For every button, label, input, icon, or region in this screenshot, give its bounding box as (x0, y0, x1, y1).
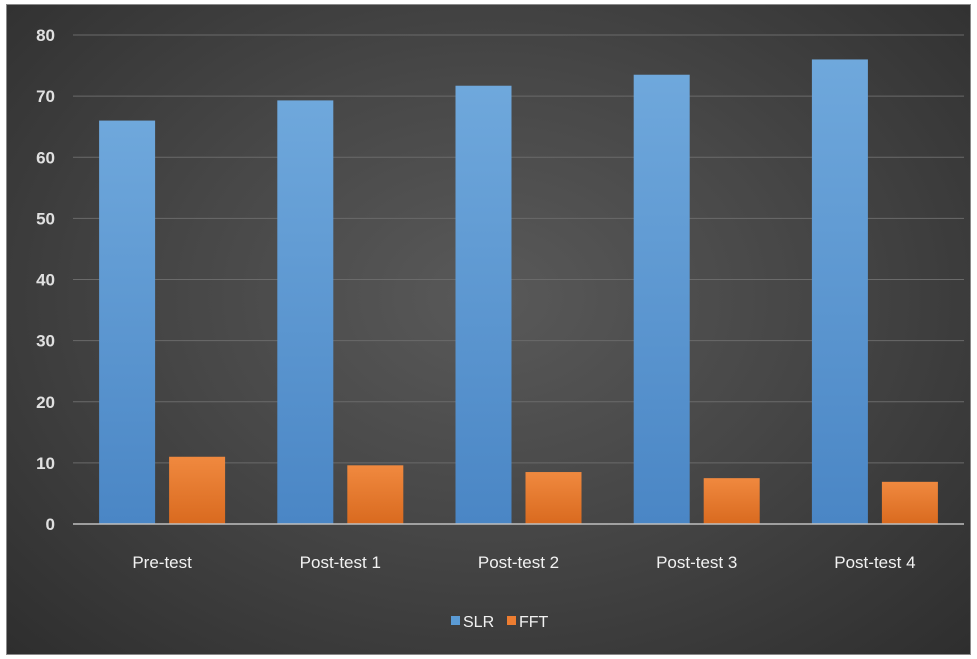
bar-slr-4 (811, 59, 868, 524)
y-tick-label: 10 (36, 454, 55, 473)
y-tick-label: 50 (36, 209, 55, 228)
y-tick-label: 60 (36, 148, 55, 167)
x-category-label: Pre-test (132, 553, 192, 572)
bar-slr-3 (633, 74, 690, 524)
y-tick-label: 0 (46, 515, 55, 534)
bar-slr-2 (455, 85, 512, 524)
legend-label-slr: SLR (463, 614, 494, 631)
y-tick-label: 40 (36, 271, 55, 290)
bar-chart: 0 10 20 30 40 50 60 70 80 Pre-test Post-test 1 Post… (36, 26, 964, 631)
y-tick-label: 80 (36, 26, 55, 45)
legend-swatch-slr (451, 616, 460, 625)
legend-label-fft: FFT (519, 614, 549, 631)
x-category-label: Post-test 3 (656, 553, 737, 572)
bar-fft-4 (881, 481, 938, 524)
x-category-label: Post-test 2 (478, 553, 559, 572)
y-tick-label: 20 (36, 393, 55, 412)
y-tick-label: 70 (36, 87, 55, 106)
bar-slr-1 (277, 100, 334, 524)
y-tick-label: 30 (36, 332, 55, 351)
x-category-label: Post-test 1 (300, 553, 381, 572)
bar-slr-0 (99, 120, 156, 524)
bar-fft-3 (703, 478, 760, 524)
bar-fft-2 (525, 472, 582, 524)
bar-fft-1 (347, 465, 404, 524)
bar-fft-0 (169, 456, 226, 524)
legend-swatch-fft (507, 616, 516, 625)
chart-frame: 0 10 20 30 40 50 60 70 80 Pre-test Post-test 1 Post… (6, 4, 971, 655)
x-category-label: Post-test 4 (834, 553, 915, 572)
